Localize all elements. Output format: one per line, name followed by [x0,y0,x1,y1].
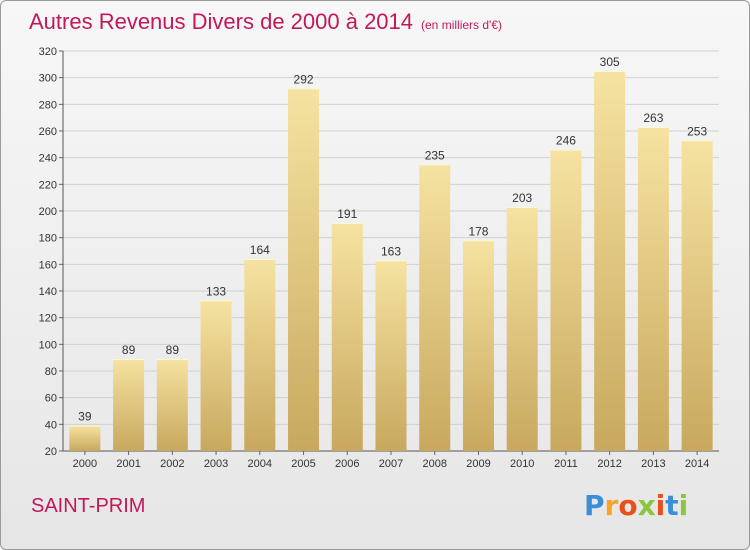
x-tick-label: 2003 [204,458,228,470]
bar [462,240,494,451]
bar [113,359,145,451]
bar [156,359,188,451]
data-label: 89 [166,343,180,357]
data-label: 178 [468,224,488,238]
x-tick-label: 2001 [116,458,140,470]
x-tick-label: 2009 [466,458,490,470]
y-tick-label: 140 [39,286,57,298]
y-tick-label: 120 [39,313,57,325]
y-tick-label: 20 [45,446,57,458]
y-tick-label: 320 [39,46,57,58]
bar [594,71,626,451]
y-tick-label: 240 [39,153,57,165]
bar [681,140,713,452]
data-label: 39 [78,410,92,424]
y-tick-label: 220 [39,179,57,191]
x-tick-label: 2000 [73,458,97,470]
logo-letter: t [665,489,679,522]
bar [331,223,363,451]
x-tick-label: 2006 [335,458,359,470]
bar [375,260,407,451]
x-tick-label: 2007 [379,458,403,470]
y-tick-label: 180 [39,233,57,245]
logo-letter: o [618,489,638,522]
data-label: 263 [643,111,663,125]
data-label: 203 [512,191,532,205]
x-tick-label: 2005 [291,458,315,470]
data-label: 89 [122,343,136,357]
chart-subtitle: (en milliers d'€) [421,18,502,32]
bar [69,425,101,451]
data-label: 292 [294,72,314,86]
data-label: 191 [337,207,357,221]
bar [419,164,451,452]
data-label: 163 [381,244,401,258]
data-label: 246 [556,134,576,148]
bar [637,127,669,451]
logo-letter: i [678,489,689,522]
logo-letter: x [637,489,656,522]
x-tick-label: 2010 [510,458,534,470]
chart-title-text: Autres Revenus Divers de 2000 à 2014 [29,9,414,34]
bar [288,88,320,451]
x-tick-label: 2012 [597,458,621,470]
bar [244,259,276,451]
x-tick-label: 2004 [248,458,272,470]
y-tick-label: 300 [39,73,57,85]
x-tick-label: 2008 [422,458,446,470]
y-tick-label: 80 [45,366,57,378]
logo-letter: i [655,489,666,522]
y-tick-label: 160 [39,259,57,271]
x-tick-label: 2014 [685,458,709,470]
place-name: SAINT-PRIM [31,495,146,517]
x-tick-label: 2013 [641,458,665,470]
logo-letter: P [584,489,605,522]
x-tick-label: 2002 [160,458,184,470]
y-tick-label: 260 [39,126,57,138]
bar [550,149,582,451]
bar [200,300,232,451]
data-label: 235 [425,148,445,162]
y-tick-label: 60 [45,393,57,405]
y-tick-label: 40 [45,419,57,431]
data-label: 164 [250,243,270,257]
data-label: 133 [206,284,226,298]
data-label: 305 [600,55,620,69]
bar [506,207,538,451]
logo-letter: r [604,489,619,522]
y-tick-label: 200 [39,206,57,218]
x-tick-label: 2011 [554,458,578,470]
data-label: 253 [687,124,707,138]
y-tick-label: 100 [39,339,57,351]
y-tick-label: 280 [39,99,57,111]
proxiti-logo: Proxiti [584,489,688,522]
chart-title: Autres Revenus Divers de 2000 à 2014 (en … [29,9,502,35]
